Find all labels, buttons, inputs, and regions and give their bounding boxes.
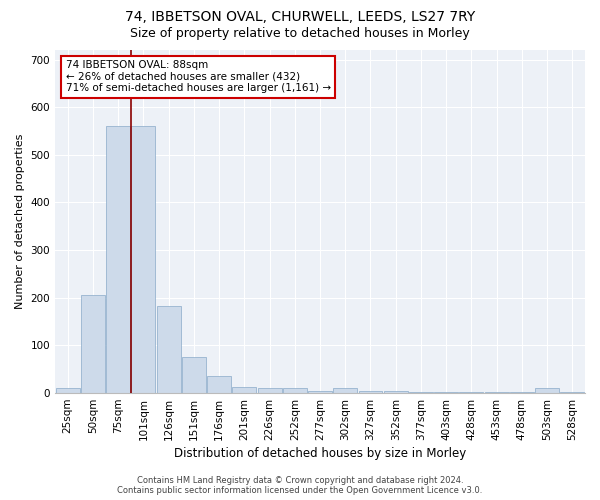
Bar bbox=[333, 388, 357, 393]
Bar bbox=[359, 390, 382, 393]
Bar bbox=[207, 376, 231, 393]
Bar bbox=[56, 388, 80, 393]
Bar bbox=[535, 388, 559, 393]
Bar bbox=[257, 388, 281, 393]
Bar bbox=[560, 392, 584, 393]
Bar bbox=[434, 392, 458, 393]
Bar bbox=[106, 126, 130, 393]
Bar bbox=[157, 306, 181, 393]
Bar bbox=[81, 296, 105, 393]
Bar bbox=[384, 390, 408, 393]
Bar bbox=[460, 392, 484, 393]
Bar bbox=[510, 392, 534, 393]
Bar bbox=[485, 392, 509, 393]
Bar bbox=[409, 392, 433, 393]
Text: 74, IBBETSON OVAL, CHURWELL, LEEDS, LS27 7RY: 74, IBBETSON OVAL, CHURWELL, LEEDS, LS27… bbox=[125, 10, 475, 24]
X-axis label: Distribution of detached houses by size in Morley: Distribution of detached houses by size … bbox=[174, 447, 466, 460]
Bar bbox=[232, 388, 256, 393]
Text: Size of property relative to detached houses in Morley: Size of property relative to detached ho… bbox=[130, 28, 470, 40]
Bar bbox=[182, 358, 206, 393]
Bar bbox=[308, 390, 332, 393]
Bar bbox=[283, 388, 307, 393]
Y-axis label: Number of detached properties: Number of detached properties bbox=[15, 134, 25, 309]
Bar bbox=[131, 126, 155, 393]
Text: 74 IBBETSON OVAL: 88sqm
← 26% of detached houses are smaller (432)
71% of semi-d: 74 IBBETSON OVAL: 88sqm ← 26% of detache… bbox=[65, 60, 331, 94]
Text: Contains HM Land Registry data © Crown copyright and database right 2024.
Contai: Contains HM Land Registry data © Crown c… bbox=[118, 476, 482, 495]
